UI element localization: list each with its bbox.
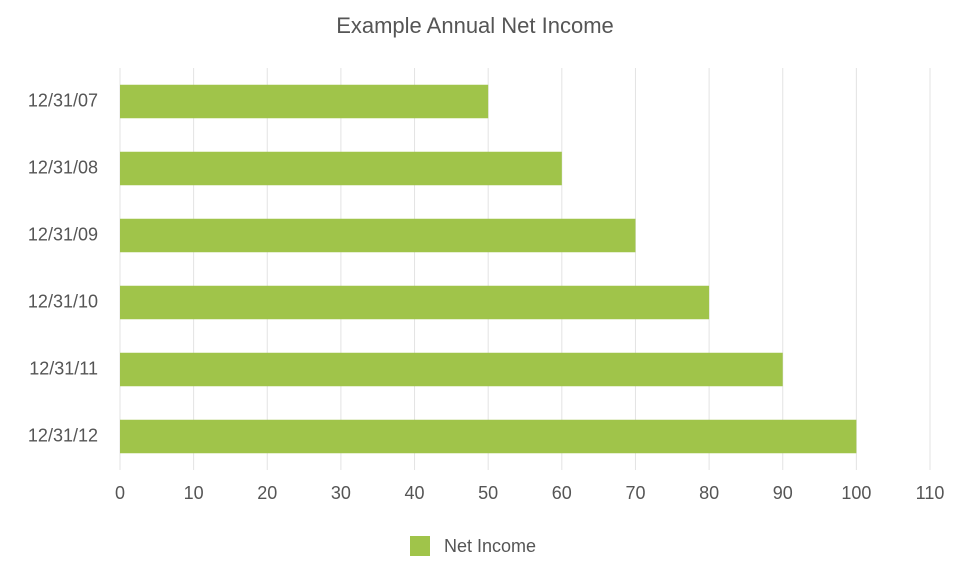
x-tick-label: 60 (552, 483, 572, 503)
y-tick-label: 12/31/07 (28, 90, 98, 110)
bar (120, 84, 489, 119)
x-tick-label: 50 (478, 483, 498, 503)
x-tick-label: 20 (257, 483, 277, 503)
legend-swatch (410, 536, 430, 556)
x-tick-label: 40 (405, 483, 425, 503)
y-tick-label: 12/31/09 (28, 224, 98, 244)
x-tick-label: 100 (841, 483, 871, 503)
y-tick-label: 12/31/10 (28, 291, 98, 311)
bar (120, 419, 857, 454)
x-tick-label: 80 (699, 483, 719, 503)
y-tick-label: 12/31/08 (28, 157, 98, 177)
bar (120, 218, 636, 253)
bar (120, 151, 562, 186)
bar (120, 352, 783, 387)
y-tick-label: 12/31/12 (28, 425, 98, 445)
x-tick-label: 0 (115, 483, 125, 503)
legend-label: Net Income (444, 536, 536, 556)
x-tick-label: 10 (184, 483, 204, 503)
y-tick-label: 12/31/11 (29, 358, 98, 378)
x-tick-label: 90 (773, 483, 793, 503)
bar (120, 285, 710, 320)
chart-title: Example Annual Net Income (336, 13, 614, 38)
x-tick-label: 110 (916, 483, 945, 503)
x-tick-label: 70 (625, 483, 645, 503)
x-tick-label: 30 (331, 483, 351, 503)
